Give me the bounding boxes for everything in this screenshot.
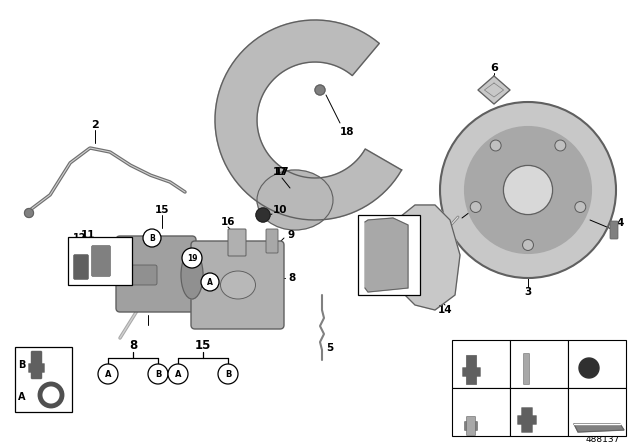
Text: 18: 18 bbox=[340, 127, 355, 137]
Text: 10: 10 bbox=[273, 205, 287, 215]
Circle shape bbox=[490, 140, 501, 151]
Text: 19: 19 bbox=[455, 343, 469, 353]
Text: B: B bbox=[18, 360, 26, 370]
Bar bbox=[358, 215, 420, 295]
FancyBboxPatch shape bbox=[522, 408, 532, 432]
FancyBboxPatch shape bbox=[92, 246, 111, 276]
Text: A: A bbox=[18, 392, 26, 402]
FancyBboxPatch shape bbox=[29, 363, 45, 372]
FancyBboxPatch shape bbox=[228, 229, 246, 256]
Ellipse shape bbox=[221, 271, 255, 299]
Text: B: B bbox=[225, 370, 231, 379]
Bar bbox=[510, 340, 568, 388]
Text: 6: 6 bbox=[490, 63, 498, 73]
Text: 9: 9 bbox=[287, 230, 294, 240]
Text: 15: 15 bbox=[155, 205, 169, 215]
Text: A: A bbox=[105, 370, 111, 379]
FancyBboxPatch shape bbox=[524, 353, 529, 384]
Bar bbox=[510, 388, 568, 436]
Text: 1: 1 bbox=[386, 215, 394, 225]
FancyBboxPatch shape bbox=[191, 241, 284, 329]
FancyBboxPatch shape bbox=[116, 236, 196, 312]
Text: A: A bbox=[175, 370, 181, 379]
Bar bbox=[452, 388, 510, 436]
Circle shape bbox=[579, 358, 599, 378]
Circle shape bbox=[143, 229, 161, 247]
Polygon shape bbox=[385, 205, 460, 310]
Polygon shape bbox=[478, 76, 510, 104]
Circle shape bbox=[98, 364, 118, 384]
FancyBboxPatch shape bbox=[610, 221, 618, 239]
Text: B: B bbox=[155, 370, 161, 379]
Bar bbox=[68, 237, 132, 285]
Text: 12: 12 bbox=[73, 233, 87, 243]
Text: 15: 15 bbox=[195, 339, 211, 352]
Circle shape bbox=[218, 364, 238, 384]
Ellipse shape bbox=[181, 251, 203, 299]
FancyBboxPatch shape bbox=[466, 355, 477, 385]
Bar bbox=[452, 340, 510, 388]
Bar bbox=[568, 340, 626, 388]
FancyBboxPatch shape bbox=[463, 367, 481, 376]
Circle shape bbox=[168, 364, 188, 384]
Text: A: A bbox=[207, 277, 213, 287]
Text: 13: 13 bbox=[513, 343, 527, 353]
Text: 5: 5 bbox=[326, 343, 333, 353]
Circle shape bbox=[440, 102, 616, 278]
Text: 7: 7 bbox=[471, 202, 479, 212]
FancyBboxPatch shape bbox=[518, 415, 536, 425]
FancyBboxPatch shape bbox=[467, 417, 476, 435]
Polygon shape bbox=[365, 218, 408, 292]
Circle shape bbox=[465, 127, 591, 254]
Bar bbox=[568, 388, 626, 436]
Circle shape bbox=[575, 202, 586, 212]
Circle shape bbox=[201, 273, 219, 291]
Text: 19: 19 bbox=[187, 254, 197, 263]
Text: 7: 7 bbox=[516, 391, 524, 401]
FancyBboxPatch shape bbox=[123, 265, 157, 285]
Circle shape bbox=[522, 240, 534, 250]
Text: 3: 3 bbox=[524, 287, 532, 297]
Text: 2: 2 bbox=[91, 120, 99, 130]
Circle shape bbox=[555, 140, 566, 151]
Text: 4: 4 bbox=[616, 218, 624, 228]
Text: 488137: 488137 bbox=[586, 435, 620, 444]
Bar bbox=[15, 347, 72, 412]
Text: 13: 13 bbox=[141, 303, 156, 313]
Text: 8: 8 bbox=[129, 339, 137, 352]
Circle shape bbox=[148, 364, 168, 384]
Text: 17: 17 bbox=[273, 167, 287, 177]
Circle shape bbox=[24, 208, 33, 217]
Polygon shape bbox=[215, 20, 402, 220]
FancyBboxPatch shape bbox=[465, 422, 477, 431]
Circle shape bbox=[256, 208, 270, 222]
Circle shape bbox=[504, 165, 553, 215]
Circle shape bbox=[470, 202, 481, 212]
Text: 17: 17 bbox=[275, 167, 289, 177]
Polygon shape bbox=[574, 424, 624, 432]
Circle shape bbox=[315, 85, 325, 95]
Text: 9: 9 bbox=[458, 391, 465, 401]
Text: 10: 10 bbox=[571, 343, 585, 353]
Text: 16: 16 bbox=[221, 217, 236, 227]
FancyBboxPatch shape bbox=[266, 229, 278, 253]
FancyBboxPatch shape bbox=[74, 254, 88, 280]
Ellipse shape bbox=[257, 170, 333, 230]
FancyBboxPatch shape bbox=[31, 351, 42, 379]
Text: 14: 14 bbox=[438, 305, 452, 315]
Text: 8: 8 bbox=[289, 273, 296, 283]
Circle shape bbox=[182, 248, 202, 268]
Text: B: B bbox=[149, 233, 155, 242]
Text: 11: 11 bbox=[81, 230, 95, 240]
